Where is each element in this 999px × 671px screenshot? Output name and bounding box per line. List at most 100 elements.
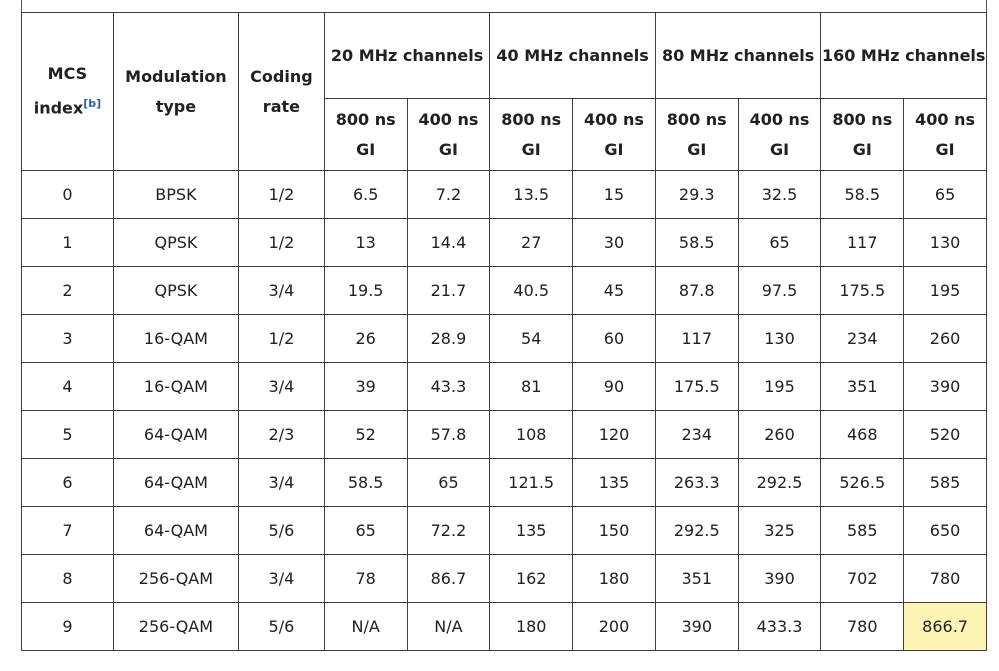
table-cell: 292.5 <box>737 458 822 507</box>
table-cell: 29.3 <box>654 170 739 219</box>
table-cell: 87.8 <box>654 266 739 315</box>
table-cell: 120 <box>572 410 656 459</box>
table-cell: 54 <box>489 314 574 363</box>
table-cell: 121.5 <box>489 458 574 507</box>
table-cell: 3 <box>21 314 114 363</box>
table-cell: 72.2 <box>406 506 491 555</box>
table-cell: 21.7 <box>406 266 491 315</box>
table-cell: 0 <box>21 170 114 219</box>
table-row: 5 64-QAM 2/3 52 57.8 108 120 234 260 468 520 <box>21 410 987 459</box>
table-cell: 19.5 <box>323 266 408 315</box>
header-160mhz-800gi: 800 ns GI <box>820 98 905 171</box>
table-cell: 3/4 <box>238 362 325 411</box>
table-cell: 16-QAM <box>112 314 240 363</box>
table-cell: 64-QAM <box>112 410 240 459</box>
header-40mhz: 40 MHz channels <box>489 12 656 99</box>
table-cell: 200 <box>572 602 656 651</box>
table-cell: 64-QAM <box>112 506 240 555</box>
table-cell: 65 <box>903 170 987 219</box>
table-cell: 40.5 <box>489 266 574 315</box>
table-cell: 65 <box>737 218 822 267</box>
table-cell: 16-QAM <box>112 362 240 411</box>
table-cell: 351 <box>820 362 905 411</box>
table-row: 6 64-QAM 3/4 58.5 65 121.5 135 263.3 292.5 526.5 5… <box>21 458 987 507</box>
table-cell: 433.3 <box>737 602 822 651</box>
table-cell: 468 <box>820 410 905 459</box>
table-cell: 3/4 <box>238 266 325 315</box>
table-cell: 526.5 <box>820 458 905 507</box>
table-cell: 234 <box>654 410 739 459</box>
table-cell: 390 <box>903 362 987 411</box>
table-cell: 8 <box>21 554 114 603</box>
table-cell: 45 <box>572 266 656 315</box>
table-cell: 180 <box>572 554 656 603</box>
table-cell: 64-QAM <box>112 458 240 507</box>
table-cell: 90 <box>572 362 656 411</box>
header-80mhz: 80 MHz channels <box>654 12 822 99</box>
table-cell: 256-QAM <box>112 554 240 603</box>
table-cell: 28.9 <box>406 314 491 363</box>
header-mcs-index: MCS index[b] <box>21 12 114 171</box>
table-cell: 27 <box>489 218 574 267</box>
table-cell: 1/2 <box>238 170 325 219</box>
table-cell: 60 <box>572 314 656 363</box>
table-cell: 5 <box>21 410 114 459</box>
table-cell: 57.8 <box>406 410 491 459</box>
table-cell: 390 <box>737 554 822 603</box>
table-cell: 180 <box>489 602 574 651</box>
table-cell: 6 <box>21 458 114 507</box>
table-cell: 650 <box>903 506 987 555</box>
table-cell: 2/3 <box>238 410 325 459</box>
table-cell: 81 <box>489 362 574 411</box>
table-cell: 520 <box>903 410 987 459</box>
table-cell: 65 <box>323 506 408 555</box>
table-cell: 256-QAM <box>112 602 240 651</box>
footnote-ref-b[interactable]: [b] <box>83 97 102 111</box>
header-index-label: index <box>33 98 84 118</box>
table-cell: N/A <box>323 602 408 651</box>
table-cell: 702 <box>820 554 905 603</box>
table-cell: 43.3 <box>406 362 491 411</box>
table-cell: 26 <box>323 314 408 363</box>
table-cell: 97.5 <box>737 266 822 315</box>
table-cell: 13 <box>323 218 408 267</box>
table-cell: 7 <box>21 506 114 555</box>
table-cell: 780 <box>903 554 987 603</box>
table-cell: BPSK <box>112 170 240 219</box>
header-160mhz: 160 MHz channels <box>820 12 987 99</box>
header-40mhz-400gi: 400 ns GI <box>572 98 656 171</box>
table-cell: 263.3 <box>654 458 739 507</box>
table-cell: 65 <box>406 458 491 507</box>
table-cell: 4 <box>21 362 114 411</box>
table-cell: 150 <box>572 506 656 555</box>
table-cell: 58.5 <box>654 218 739 267</box>
table-cell: 1 <box>21 218 114 267</box>
header-160mhz-400gi: 400 ns GI <box>903 98 987 171</box>
table-row: 9 256-QAM 5/6 N/A N/A 180 200 390 433.3 780 866.7 <box>21 602 987 651</box>
header-20mhz: 20 MHz channels <box>323 12 491 99</box>
header-coding-rate: Coding rate <box>238 12 325 171</box>
header-80mhz-800gi: 800 ns GI <box>654 98 739 171</box>
table-cell: 14.4 <box>406 218 491 267</box>
table-cell: 234 <box>820 314 905 363</box>
table-row: 2 QPSK 3/4 19.5 21.7 40.5 45 87.8 97.5 175.5 195 <box>21 266 987 315</box>
table-cell: 260 <box>737 410 822 459</box>
table-cell: 1/2 <box>238 314 325 363</box>
table-cell: 15 <box>572 170 656 219</box>
table-border-right-top <box>986 0 987 14</box>
table-row: 4 16-QAM 3/4 39 43.3 81 90 175.5 195 351 390 <box>21 362 987 411</box>
table-cell: 135 <box>572 458 656 507</box>
header-40mhz-800gi: 800 ns GI <box>489 98 574 171</box>
table-row: 7 64-QAM 5/6 65 72.2 135 150 292.5 325 585 650 <box>21 506 987 555</box>
table-cell: 130 <box>737 314 822 363</box>
mcs-data-rate-table: MCS index[b] Modulation type Coding rate… <box>21 12 987 651</box>
table-cell: 260 <box>903 314 987 363</box>
table-cell: 292.5 <box>654 506 739 555</box>
table-cell: 130 <box>903 218 987 267</box>
table-cell: 135 <box>489 506 574 555</box>
table-cell: QPSK <box>112 218 240 267</box>
table-cell: 13.5 <box>489 170 574 219</box>
table-cell: 1/2 <box>238 218 325 267</box>
table-cell: 117 <box>820 218 905 267</box>
table-cell: N/A <box>406 602 491 651</box>
